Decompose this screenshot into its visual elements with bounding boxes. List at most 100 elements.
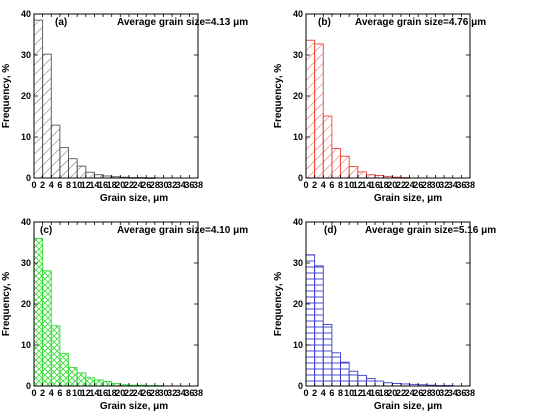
x-tick-label-a-3: 6 xyxy=(57,180,62,190)
x-tick-label-d-9: 18 xyxy=(379,388,389,398)
x-tick-label-a-15: 30 xyxy=(158,180,168,190)
x-tick-label-b-10: 20 xyxy=(387,180,397,190)
axes-b: 0 2 4 6 8 10121416182022242628303234363801020… xyxy=(293,9,475,190)
annotation-d: Average grain size=5.16 μm xyxy=(365,225,496,236)
x-tick-label-b-3: 6 xyxy=(329,180,334,190)
bars-b xyxy=(305,39,411,179)
x-tick-label-d-18: 36 xyxy=(456,388,466,398)
bar-c-0 xyxy=(33,237,44,387)
y-tick-label-b-0: 0 xyxy=(298,173,303,183)
bar-b-4 xyxy=(340,155,350,179)
bar-b-6 xyxy=(357,171,367,179)
x-axis-label-d: Grain size, μm xyxy=(374,401,442,412)
bar-d-0 xyxy=(305,254,316,387)
bar-a-1 xyxy=(42,53,52,179)
x-tick-label-a-14: 28 xyxy=(150,180,160,190)
x-tick-label-d-14: 28 xyxy=(422,388,432,398)
x-tick-label-d-13: 26 xyxy=(413,388,423,398)
bar-d-1 xyxy=(314,265,324,387)
x-tick-label-c-4: 8 xyxy=(66,388,71,398)
x-tick-label-b-2: 4 xyxy=(321,180,326,190)
x-tick-label-d-15: 30 xyxy=(430,388,440,398)
x-tick-label-d-1: 2 xyxy=(312,388,317,398)
y-tick-label-c-0: 0 xyxy=(26,381,31,391)
x-tick-label-a-4: 8 xyxy=(66,180,71,190)
y-tick-label-d-0: 0 xyxy=(298,381,303,391)
panel-label-a: (a) xyxy=(55,17,67,28)
x-tick-label-c-17: 34 xyxy=(176,388,186,398)
bars-d xyxy=(305,254,454,387)
y-tick-label-a-4: 40 xyxy=(21,9,31,19)
x-tick-label-d-7: 14 xyxy=(361,388,371,398)
bar-a-6 xyxy=(85,171,95,179)
chart-panel-d: Frequency, % Grain size, μm (d) Average … xyxy=(273,217,496,412)
x-tick-label-a-12: 24 xyxy=(133,180,143,190)
x-tick-label-c-0: 0 xyxy=(31,388,36,398)
x-tick-label-c-6: 12 xyxy=(81,388,91,398)
chart-panel-c: Frequency, % Grain size, μm (c) Average … xyxy=(1,217,248,412)
annotation-b: Average grain size=4.76 μm xyxy=(355,17,486,28)
x-tick-label-a-7: 14 xyxy=(89,180,99,190)
x-tick-label-c-10: 20 xyxy=(115,388,125,398)
x-tick-label-c-13: 26 xyxy=(141,388,151,398)
x-tick-label-d-12: 24 xyxy=(405,388,415,398)
x-tick-label-c-15: 30 xyxy=(158,388,168,398)
bar-d-7 xyxy=(365,378,376,387)
bar-b-0 xyxy=(305,39,316,179)
panel-label-c: (c) xyxy=(40,225,52,236)
annotation-c: Average grain size=4.10 μm xyxy=(117,225,248,236)
bar-b-2 xyxy=(322,115,333,179)
x-tick-label-a-1: 2 xyxy=(40,180,45,190)
bar-a-5 xyxy=(76,165,87,179)
x-tick-label-c-19: 38 xyxy=(193,388,203,398)
x-tick-label-a-6: 12 xyxy=(81,180,91,190)
x-tick-label-b-11: 22 xyxy=(396,180,406,190)
bar-d-2 xyxy=(322,324,333,387)
y-tick-label-a-3: 30 xyxy=(21,50,31,60)
y-axis-label-a: Frequency, % xyxy=(1,64,12,128)
bar-d-3 xyxy=(331,352,341,387)
bar-b-3 xyxy=(331,148,341,179)
x-tick-label-d-3: 6 xyxy=(329,388,334,398)
x-axis-label-a: Grain size, μm xyxy=(100,193,168,204)
x-tick-label-a-10: 20 xyxy=(115,180,125,190)
x-tick-label-a-9: 18 xyxy=(107,180,117,190)
y-tick-label-d-2: 20 xyxy=(293,299,303,309)
x-tick-label-c-11: 22 xyxy=(124,388,134,398)
y-tick-label-b-4: 40 xyxy=(293,9,303,19)
x-tick-label-a-8: 16 xyxy=(98,180,108,190)
y-tick-label-b-1: 10 xyxy=(293,132,303,142)
bars-a xyxy=(33,19,156,179)
x-tick-label-d-8: 16 xyxy=(370,388,380,398)
y-tick-label-c-3: 30 xyxy=(21,258,31,268)
x-tick-label-c-14: 28 xyxy=(150,388,160,398)
x-tick-label-b-5: 10 xyxy=(344,180,354,190)
x-tick-label-b-7: 14 xyxy=(361,180,371,190)
x-tick-label-c-5: 10 xyxy=(72,388,82,398)
x-tick-label-a-17: 34 xyxy=(176,180,186,190)
x-tick-label-d-10: 20 xyxy=(387,388,397,398)
y-axis-label-c: Frequency, % xyxy=(1,272,12,336)
x-tick-label-a-5: 10 xyxy=(72,180,82,190)
y-tick-label-a-2: 20 xyxy=(21,91,31,101)
x-tick-label-a-19: 38 xyxy=(193,180,203,190)
x-tick-label-a-13: 26 xyxy=(141,180,151,190)
y-tick-label-c-2: 20 xyxy=(21,299,31,309)
bar-d-4 xyxy=(340,361,350,387)
x-tick-label-b-16: 32 xyxy=(439,180,449,190)
x-tick-label-d-16: 32 xyxy=(439,388,449,398)
bar-c-7 xyxy=(93,379,104,387)
x-tick-label-b-13: 26 xyxy=(413,180,423,190)
x-tick-label-d-2: 4 xyxy=(321,388,326,398)
bar-b-5 xyxy=(348,166,359,179)
x-tick-label-a-16: 32 xyxy=(167,180,177,190)
x-tick-label-d-11: 22 xyxy=(396,388,406,398)
y-axis-label-b: Frequency, % xyxy=(273,64,284,128)
x-tick-label-b-12: 24 xyxy=(405,180,415,190)
x-axis-label-b: Grain size, μm xyxy=(374,193,442,204)
x-tick-label-a-11: 22 xyxy=(124,180,134,190)
y-tick-label-b-3: 30 xyxy=(293,50,303,60)
x-tick-label-c-7: 14 xyxy=(89,388,99,398)
x-tick-label-b-8: 16 xyxy=(370,180,380,190)
